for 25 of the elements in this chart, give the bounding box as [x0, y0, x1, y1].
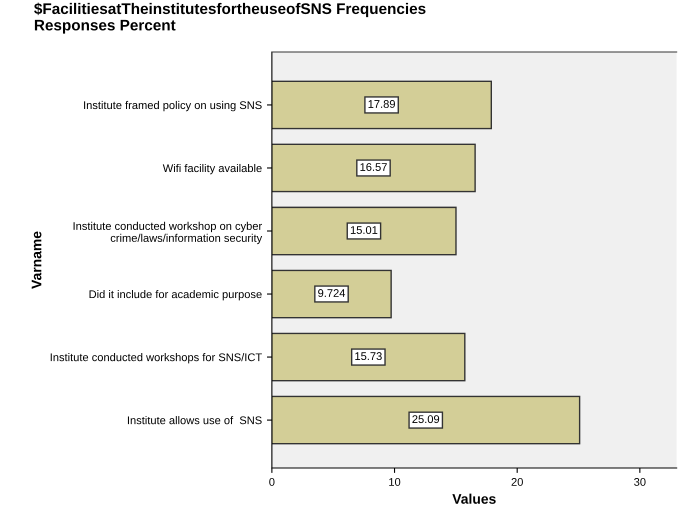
y-tick-label: Institute conducted workshop on cyber crime/laws/information security [74, 222, 262, 244]
data-label: 25.09 [412, 415, 440, 424]
data-label: 16.57 [360, 163, 387, 171]
bar [272, 80, 492, 130]
data-label: 15.73 [355, 352, 382, 360]
y-axis-title: Varname [32, 232, 42, 289]
x-tick-label: 20 [512, 478, 523, 486]
bar [272, 396, 580, 444]
bar [272, 270, 392, 318]
data-label: 9.724 [318, 289, 346, 298]
data-label: 15.01 [350, 226, 378, 234]
y-tick-label: Institute framed policy on using SNS [84, 100, 262, 112]
data-label: 17.89 [368, 100, 395, 108]
x-tick-label: 0 [269, 478, 275, 486]
y-tick-label: Institute allows use of SNS [128, 416, 262, 424]
x-axis-title: Values [452, 494, 496, 504]
bar [272, 206, 457, 256]
y-tick-label: Wifi facility available [162, 164, 262, 174]
bar [272, 144, 476, 192]
y-tick-label: Did it include for academic purpose [90, 290, 262, 300]
y-tick-label: Institute conducted workshops for SNS/ICT [50, 353, 262, 364]
x-tick-label: 30 [634, 478, 646, 486]
x-tick-label: 10 [389, 478, 400, 486]
bar [272, 332, 466, 382]
chart-title: $FacilitiesatTheinstitutesfortheuseofSNS Frequencies Responses Percent [34, 2, 426, 34]
